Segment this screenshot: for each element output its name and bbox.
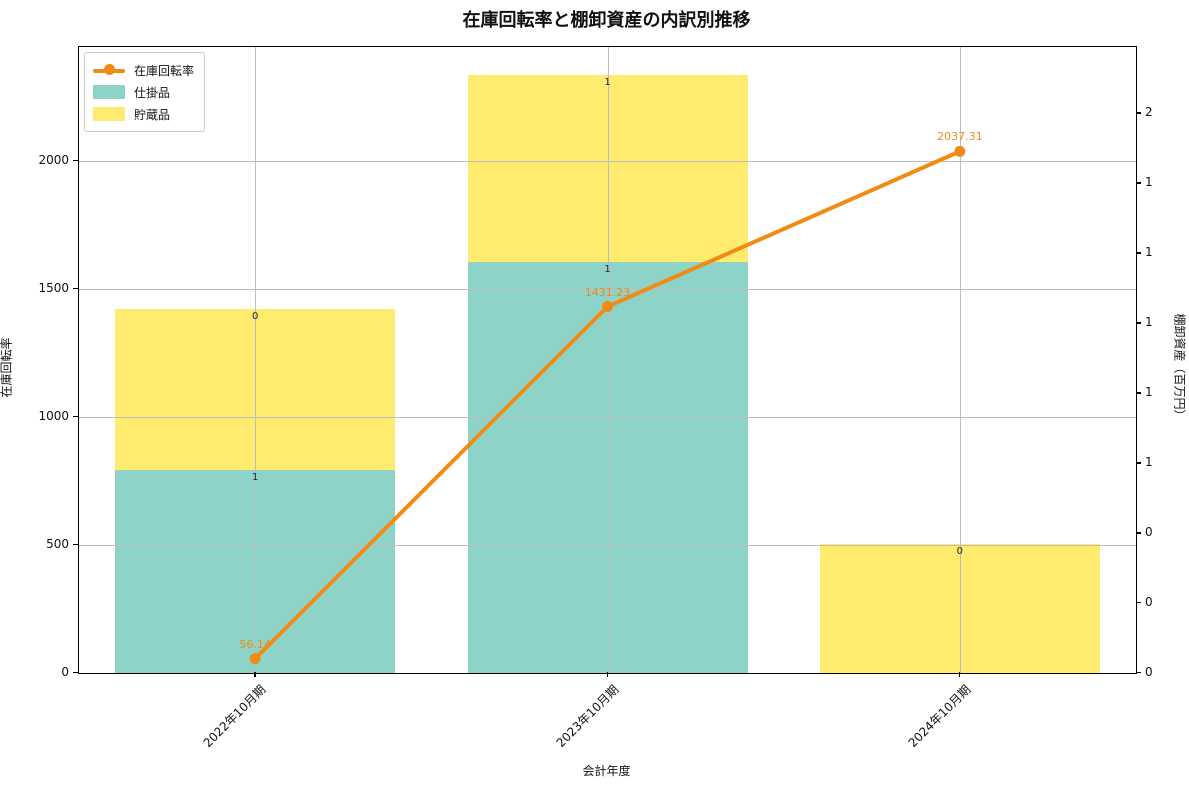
right-tick-label: 1: [1145, 175, 1153, 190]
legend-label: 貯蔵品: [134, 107, 171, 122]
line-series-在庫回転率: [249, 145, 966, 665]
x-tick-label: 2024年10月期: [905, 682, 974, 751]
bottom-tick-mark: [958, 672, 961, 677]
legend-item-貯蔵品: 貯蔵品: [93, 103, 194, 125]
line-marker: [954, 145, 966, 157]
legend-label: 仕掛品: [134, 85, 171, 100]
right-tick-label: 1: [1145, 385, 1153, 400]
line-marker: [602, 301, 613, 313]
v-gridline: [607, 47, 609, 673]
left-tick-mark: [73, 672, 78, 674]
right-tick-mark: [1136, 182, 1141, 184]
v-gridline: [959, 47, 961, 673]
marker-dot-icon: [104, 64, 115, 75]
legend-patch-sample: [93, 107, 125, 121]
right-tick-mark: [1136, 462, 1141, 464]
line-value-label: 2037.31: [937, 130, 983, 144]
right-tick-mark: [1136, 532, 1141, 534]
right-tick-mark: [1136, 392, 1141, 394]
line-path: [253, 149, 961, 661]
v-gridline: [255, 47, 257, 673]
right-tick-mark: [1136, 112, 1141, 114]
left-tick-label: 1500: [38, 280, 69, 295]
plot-area: 1 0 1 1 0 56.14 1431.23 2037.31: [78, 46, 1137, 674]
color-swatch-icon: [93, 85, 125, 99]
x-tick-label: 2023年10月期: [553, 682, 621, 751]
left-tick-label: 2000: [38, 152, 69, 167]
line-value-label: 56.14: [239, 637, 271, 651]
line-value-label: 1431.23: [584, 285, 631, 299]
left-tick-mark: [73, 543, 78, 546]
bar-value-label: 1: [604, 76, 611, 88]
bottom-tick-mark: [606, 672, 608, 677]
left-tick-label: 500: [46, 536, 69, 551]
bar-value-label: 1: [251, 472, 259, 484]
legend-item-在庫回転率: 在庫回転率: [93, 59, 194, 81]
right-tick-label: 0: [1145, 595, 1153, 610]
legend-patch-sample: [93, 85, 125, 99]
bar-value-label: 0: [956, 545, 964, 557]
right-tick-label: 0: [1145, 525, 1153, 540]
right-tick-label: 1: [1145, 455, 1153, 470]
right-tick-label: 1: [1145, 245, 1153, 260]
x-axis-title: 会計年度: [582, 764, 631, 778]
right-tick-label: 0: [1145, 665, 1153, 679]
bar-value-label: 0: [251, 311, 259, 323]
left-tick-mark: [73, 287, 78, 290]
x-tick-label: 2022年10月期: [200, 682, 269, 751]
legend-label: 在庫回転率: [134, 63, 195, 78]
legend-item-仕掛品: 仕掛品: [93, 81, 194, 103]
bar-value-label: 1: [604, 264, 611, 276]
color-swatch-icon: [93, 107, 125, 121]
right-tick-label: 1: [1145, 315, 1153, 330]
chart-title: 在庫回転率と棚卸資産の内訳別推移: [462, 10, 751, 31]
left-tick-mark: [73, 415, 78, 418]
right-tick-mark: [1136, 602, 1141, 604]
left-tick-label: 1000: [38, 408, 69, 423]
line-marker: [249, 653, 261, 665]
right-tick-mark: [1136, 252, 1141, 254]
legend: 在庫回転率仕掛品貯蔵品: [84, 52, 206, 132]
left-tick-mark: [73, 159, 78, 162]
right-tick-mark: [1136, 672, 1141, 674]
legend-line-sample: [93, 63, 125, 77]
right-tick-label: 2: [1145, 105, 1153, 120]
bottom-tick-mark: [254, 672, 256, 677]
right-axis-title: 棚卸資産（百万円）: [1172, 313, 1187, 422]
right-tick-mark: [1136, 322, 1141, 324]
left-tick-label: 0: [61, 665, 69, 679]
